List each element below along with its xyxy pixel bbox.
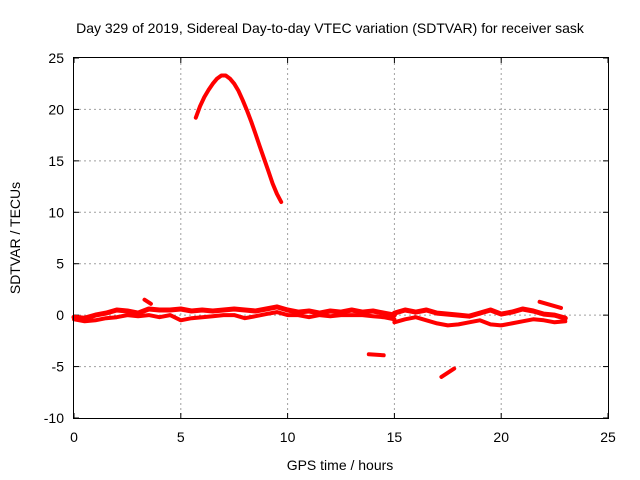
x-tick-label: 5 <box>177 429 185 445</box>
series-seg-2 <box>366 352 386 358</box>
plot-frame <box>73 57 609 419</box>
plot-area <box>71 73 568 379</box>
y-tick-label: 0 <box>56 307 64 323</box>
y-tick-label: 25 <box>48 50 64 66</box>
y-axis-label: SDTVAR / TECUs <box>7 182 23 294</box>
series-arc-high <box>193 73 284 204</box>
x-tick-label: 25 <box>600 429 616 445</box>
series-band-late-lower <box>392 315 568 328</box>
y-tick-label: -10 <box>44 410 64 426</box>
grid <box>74 58 608 418</box>
series-band-main-lower <box>72 310 397 324</box>
x-axis-label: GPS time / hours <box>287 457 394 473</box>
series-seg-3 <box>439 366 457 379</box>
y-tick-label: 15 <box>48 153 64 169</box>
y-tick-label: 20 <box>48 101 64 117</box>
series-band-main-upper <box>71 304 397 321</box>
x-tick-label: 20 <box>493 429 509 445</box>
series-seg-4 <box>537 299 563 310</box>
y-tick-label: -5 <box>52 359 65 375</box>
chart-title: Day 329 of 2019, Sidereal Day-to-day VTE… <box>76 20 585 36</box>
y-tick-label: 10 <box>48 204 64 220</box>
y-tick-label: 5 <box>56 256 64 272</box>
series-band-late-upper <box>391 306 568 321</box>
x-tick-label: 0 <box>70 429 78 445</box>
x-tick-label: 15 <box>387 429 403 445</box>
series-seg-1 <box>142 297 153 306</box>
x-tick-label: 10 <box>280 429 296 445</box>
x-ticks: 0 5 10 15 20 25 <box>70 58 616 445</box>
y-ticks: -10 -5 0 5 10 15 20 25 <box>44 50 608 426</box>
